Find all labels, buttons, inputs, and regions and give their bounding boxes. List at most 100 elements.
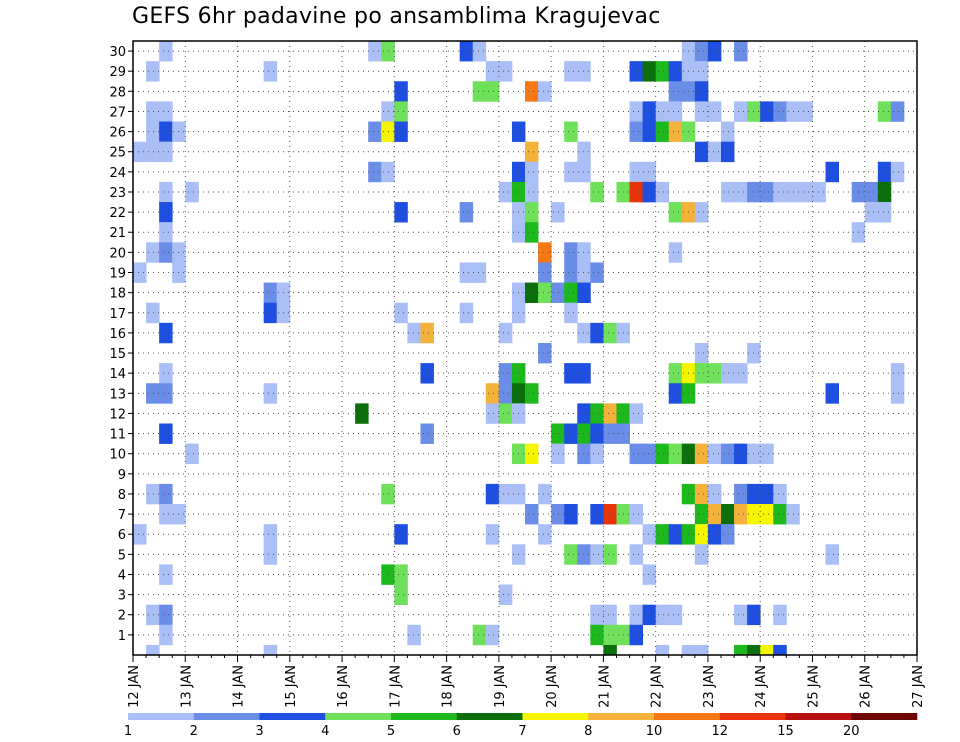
x-tick-label: 20 JAN — [545, 665, 560, 708]
precip-cell — [760, 443, 774, 465]
precip-cell — [159, 483, 173, 505]
precip-cell — [694, 202, 709, 223]
y-tick-label: 11 — [109, 428, 126, 443]
precip-cell — [773, 483, 787, 505]
precip-cell — [420, 423, 434, 444]
y-tick-label: 23 — [109, 186, 126, 201]
precip-cell — [694, 363, 709, 384]
precip-cell — [890, 363, 905, 384]
precip-cell — [498, 483, 513, 505]
precip-cell — [577, 322, 591, 344]
precip-cell — [590, 181, 604, 203]
x-tick-label: 23 JAN — [702, 665, 717, 708]
precip-cell — [799, 181, 813, 203]
precip-cell — [407, 624, 421, 646]
precip-cell — [564, 544, 578, 565]
y-tick-label: 26 — [109, 126, 126, 141]
precip-cell — [146, 101, 160, 122]
precip-cell — [773, 101, 787, 122]
precip-cell — [459, 302, 474, 324]
precip-cell — [825, 161, 839, 183]
precip-cell — [694, 81, 709, 102]
precip-cell — [420, 363, 434, 384]
precip-cell — [498, 584, 513, 605]
precip-cell — [485, 624, 500, 646]
precip-cell — [538, 242, 552, 263]
precip-cell — [498, 181, 513, 203]
precip-cell — [590, 423, 604, 444]
colorbar-segment — [128, 713, 195, 720]
x-tick-label: 12 JAN — [127, 665, 142, 708]
precip-cell — [707, 41, 722, 62]
precip-cell — [394, 81, 408, 102]
precip-cell — [459, 41, 474, 62]
precip-cell — [825, 383, 839, 404]
precip-cell — [629, 101, 643, 122]
precip-cell — [707, 363, 722, 384]
x-tick-label: 22 JAN — [650, 665, 665, 708]
precip-cell — [734, 101, 748, 122]
chart-title: GEFS 6hr padavine po ansamblima Kragujev… — [132, 4, 661, 29]
precip-cell — [577, 141, 591, 163]
precip-cell — [694, 342, 709, 364]
precip-cell — [694, 524, 709, 545]
precip-cell — [146, 121, 160, 142]
y-tick-label: 7 — [118, 508, 126, 523]
precip-cell — [799, 101, 813, 122]
precip-cell — [668, 81, 683, 102]
y-tick-label: 22 — [109, 206, 126, 221]
precip-cell — [694, 141, 709, 163]
precip-cell — [773, 604, 787, 626]
precip-cell — [577, 443, 591, 465]
precip-cell — [655, 61, 670, 82]
precip-cell — [877, 202, 892, 223]
precip-cell — [485, 524, 500, 545]
precip-cell — [603, 644, 617, 656]
precip-cell — [734, 41, 748, 62]
precip-cell — [890, 161, 905, 183]
colorbar-label: 1 — [124, 724, 132, 739]
precip-cell — [564, 161, 578, 183]
colorbar-segment — [325, 713, 392, 720]
precip-cell — [564, 262, 578, 283]
precip-cell — [590, 443, 604, 465]
precip-cell — [707, 524, 722, 545]
precip-cell — [472, 41, 487, 62]
precip-cell — [721, 524, 735, 545]
precip-cell — [707, 504, 722, 525]
precip-cell — [642, 524, 657, 545]
precip-cell — [564, 363, 578, 384]
precip-cell — [721, 443, 735, 465]
precip-cell — [394, 524, 408, 545]
precip-cell — [629, 624, 643, 646]
precip-cell — [159, 242, 173, 263]
precip-cell — [681, 644, 696, 656]
precip-cell — [603, 624, 617, 646]
precip-cell — [877, 161, 892, 183]
precip-cell — [498, 363, 513, 384]
precip-cell — [159, 202, 173, 223]
precip-cell — [159, 101, 173, 122]
precip-cell — [146, 383, 160, 404]
precip-cell — [864, 181, 879, 203]
precip-cell — [159, 564, 173, 585]
precip-cell — [629, 61, 643, 82]
precip-cell — [603, 504, 617, 525]
x-tick-label: 21 JAN — [597, 665, 612, 708]
precip-cell — [773, 644, 787, 656]
precip-cell — [551, 423, 565, 444]
y-tick-label: 28 — [109, 85, 126, 100]
precip-cell — [185, 443, 199, 465]
precip-cell — [890, 101, 905, 122]
x-tick-label: 27 JAN — [911, 665, 926, 708]
precip-cell — [525, 443, 539, 465]
precip-cell — [564, 423, 578, 444]
precip-cell — [590, 544, 604, 565]
precip-cell — [590, 322, 604, 344]
precip-cell — [159, 141, 173, 163]
precip-cell — [394, 121, 408, 142]
precip-cell — [498, 403, 513, 424]
x-tick-label: 15 JAN — [284, 665, 299, 708]
x-tick-label: 19 JAN — [493, 665, 508, 708]
precip-cell — [694, 644, 709, 656]
